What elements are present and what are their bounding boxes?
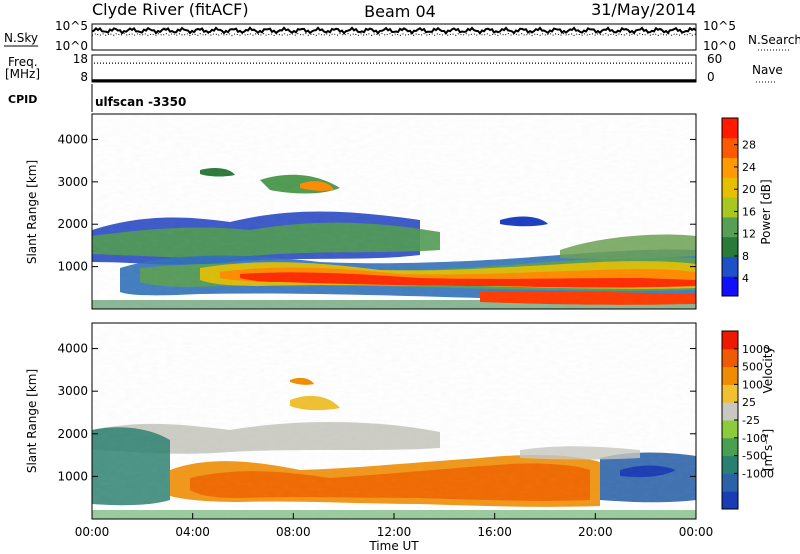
nave-label: Nave	[752, 63, 783, 77]
velocity-colorbar: 1000 500 100 25 -25 -100 -500 -1000	[721, 330, 774, 510]
y-tick-label: 1000	[57, 260, 88, 274]
y-tick-label: 3000	[57, 384, 88, 398]
x-tick-label: 08:00	[276, 525, 311, 539]
y-tick-label: 3000	[57, 175, 88, 189]
colorbar-tick-label: 100	[742, 378, 763, 391]
colorbar-tick-label: 24	[742, 161, 756, 174]
beam-title: Beam 04	[364, 2, 436, 21]
power-colorbar: 4 8 12 16 20 24 28	[721, 117, 756, 297]
velocity-colorbar-unit: [m s⁻¹]	[761, 429, 775, 471]
colorbar-tick-label: -25	[742, 414, 760, 427]
nsearch-series-line	[91, 32, 697, 37]
colorbar-tick-label: 25	[742, 396, 756, 409]
colorbar-swatch	[722, 216, 738, 238]
velocity-heatmap	[92, 323, 696, 519]
frequency-panel: Freq. [MHz] 18 8 60 0 Nave	[5, 52, 783, 84]
velocity-ylabel: Slant Range [km]	[25, 369, 39, 473]
power-heatmap	[92, 114, 696, 309]
y-tick-label: 4000	[57, 132, 88, 146]
y-tick-label: 2000	[57, 427, 88, 441]
noise-panel: N.Sky 10^5 10^0 10^5 10^0 N.Search	[4, 19, 800, 53]
colorbar-tick-label: 8	[742, 250, 749, 263]
x-tick-label: 16:00	[477, 525, 512, 539]
colorbar-swatch	[722, 455, 738, 474]
colorbar-swatch	[722, 366, 738, 385]
colorbar-tick-label: 4	[742, 272, 749, 285]
colorbar-swatch	[722, 384, 738, 403]
velocity-xlabel: Time UT	[368, 539, 419, 553]
colorbar-swatch	[722, 348, 738, 368]
power-colorbar-label: Power [dB]	[759, 179, 773, 244]
velocity-panel: 1000 2000 3000 4000 00:00 04:00 08:00 12:00 16:…	[25, 322, 714, 553]
y-tick-label: 1000	[57, 469, 88, 483]
date-title: 31/May/2014	[591, 0, 696, 19]
freq-right-tick-bottom: 0	[707, 70, 715, 84]
colorbar-swatch	[722, 437, 738, 457]
colorbar-tick-label: -1000	[742, 467, 774, 480]
velocity-y-ticks: 1000 2000 3000 4000	[57, 342, 696, 483]
colorbar-swatch	[722, 331, 738, 350]
velocity-colorbar-label: Velocity	[761, 346, 775, 393]
power-ylabel: Slant Range [km]	[25, 160, 39, 264]
colorbar-tick-label: -500	[742, 450, 767, 463]
colorbar-tick-label: 16	[742, 205, 756, 218]
colorbar-tick-label: -100	[742, 432, 767, 445]
colorbar-swatch	[722, 177, 738, 198]
noise-right-tick-bottom: 10^0	[703, 39, 736, 53]
colorbar-swatch	[722, 197, 738, 218]
colorbar-swatch	[722, 236, 738, 257]
velocity-x-ticks: 00:00 04:00 08:00 12:00 16:00 20:00 00:00	[75, 513, 714, 539]
y-tick-label: 4000	[57, 342, 88, 356]
colorbar-tick-label: 1000	[742, 343, 770, 356]
x-tick-label: 00:00	[75, 525, 110, 539]
y-tick-label: 2000	[57, 217, 88, 231]
cpid-value: ulfscan -3350	[95, 95, 186, 109]
noise-right-tick-top: 10^5	[703, 19, 736, 33]
cpid-label: CPID	[8, 93, 37, 106]
colorbar-tick-label: 20	[742, 183, 756, 196]
mhz-label: [MHz]	[5, 67, 40, 81]
colorbar-swatch	[722, 491, 738, 510]
station-title: Clyde River (fitACF)	[92, 0, 249, 19]
colorbar-swatch	[722, 157, 738, 178]
noise-left-tick-bottom: 10^0	[55, 39, 88, 53]
power-panel: 1000 2000 3000 4000 Slant Range [km]	[25, 113, 697, 310]
colorbar-swatch	[722, 137, 738, 159]
colorbar-swatch	[722, 402, 738, 421]
noise-left-tick-top: 10^5	[55, 19, 88, 33]
freq-label: Freq.	[8, 55, 38, 69]
colorbar-swatch	[722, 420, 738, 439]
freq-left-tick-top: 18	[73, 52, 88, 66]
x-tick-label: 12:00	[377, 525, 412, 539]
colorbar-tick-label: 500	[742, 361, 763, 374]
x-tick-label: 04:00	[175, 525, 210, 539]
colorbar-tick-label: 12	[742, 228, 756, 241]
colorbar-tick-label: 28	[742, 139, 756, 152]
nsearch-label: N.Search	[748, 33, 800, 47]
power-y-ticks: 1000 2000 3000 4000	[57, 132, 696, 274]
nsky-label: N.Sky	[4, 31, 38, 45]
nsky-series-line	[91, 26, 697, 35]
freq-right-tick-top: 60	[707, 52, 722, 66]
x-tick-label: 00:00	[679, 525, 714, 539]
colorbar-swatch	[722, 256, 738, 277]
colorbar-swatch	[722, 118, 738, 139]
colorbar-swatch	[722, 473, 738, 492]
colorbar-frame	[721, 117, 739, 297]
x-tick-label: 20:00	[578, 525, 613, 539]
freq-left-tick-bottom: 8	[80, 70, 88, 84]
colorbar-swatch	[722, 276, 738, 297]
